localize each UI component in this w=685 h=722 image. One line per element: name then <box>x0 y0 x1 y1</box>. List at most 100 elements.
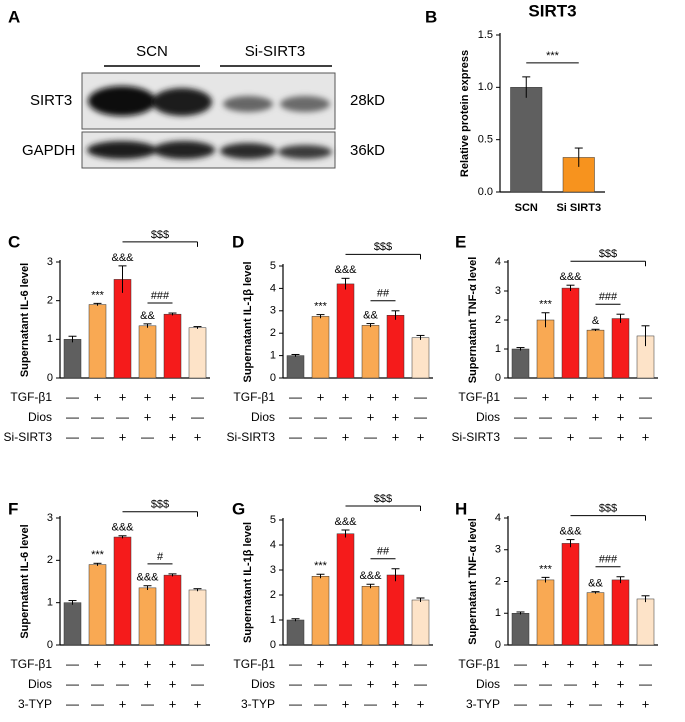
panel-label: C <box>8 232 20 251</box>
y-tick-label: 1.0 <box>478 81 493 93</box>
treatment-sign: + <box>567 656 575 671</box>
treatment-sign: + <box>119 656 127 671</box>
treatment-sign: + <box>392 676 400 691</box>
bar <box>336 283 355 379</box>
panel-label: H <box>455 499 467 518</box>
y-tick-label: 0 <box>495 639 501 651</box>
treatment-sign: — <box>414 656 427 671</box>
panel-label: F <box>8 499 18 518</box>
y-tick-label: 0 <box>47 372 53 384</box>
treatment-label: Si-SIRT3 <box>4 430 53 444</box>
y-tick-label: 3 <box>47 512 53 524</box>
treatment-sign: + <box>617 676 625 691</box>
treatment-sign: — <box>91 676 104 691</box>
treatment-sign: — <box>639 409 652 424</box>
y-tick-label: 1 <box>495 607 501 619</box>
treatment-sign: — <box>289 676 302 691</box>
treatment-sign: + <box>317 656 325 671</box>
y-axis-label: Supernatant TNF-α level <box>467 518 479 645</box>
y-tick-label: 2 <box>47 295 53 307</box>
y-tick-label: 0.5 <box>478 134 493 146</box>
treatment-sign: + <box>194 696 202 711</box>
significance-label: &&& <box>111 252 134 264</box>
y-tick-label: 5 <box>270 514 276 526</box>
bar <box>411 337 430 379</box>
significance-label: ### <box>151 290 170 302</box>
treatment-sign: + <box>617 409 625 424</box>
treatment-sign: + <box>342 389 350 404</box>
bar <box>188 327 207 379</box>
treatment-sign: + <box>567 429 575 444</box>
treatment-sign: — <box>514 676 527 691</box>
significance-label: *** <box>539 299 553 311</box>
treatment-label: Dios <box>251 677 275 691</box>
significance-label: &&& <box>559 525 582 537</box>
treatment-sign: + <box>119 429 127 444</box>
bar <box>311 316 330 379</box>
y-tick-label: 3 <box>495 285 501 297</box>
bar <box>411 599 430 646</box>
y-tick-label: 0 <box>270 372 276 384</box>
treatment-sign: + <box>642 429 650 444</box>
treatment-sign: + <box>94 656 102 671</box>
significance-label: ### <box>599 291 618 303</box>
treatment-sign: + <box>617 696 625 711</box>
bar <box>511 348 530 379</box>
treatment-sign: — <box>141 429 154 444</box>
western-blot: A SCN Si-SIRT3 SIRT3 28kD GAPDH 36kD <box>8 7 385 169</box>
panel-label: E <box>455 232 466 251</box>
bar <box>636 598 655 646</box>
significance-label: $$$ <box>151 499 169 511</box>
treatment-label: Dios <box>251 410 275 424</box>
y-axis-label: Supernatant TNF-α level <box>467 257 479 384</box>
treatment-sign: — <box>364 696 377 711</box>
bar <box>561 543 580 646</box>
bar <box>586 329 605 379</box>
panel-label: B <box>425 7 437 26</box>
significance-label: &&& <box>334 516 357 528</box>
treatment-sign: — <box>339 676 352 691</box>
significance-label: *** <box>539 563 553 575</box>
treatment-sign: — <box>91 429 104 444</box>
treatment-sign: + <box>542 389 550 404</box>
treatment-sign: — <box>314 429 327 444</box>
treatment-sign: + <box>342 429 350 444</box>
treatment-sign: — <box>141 696 154 711</box>
treatment-label: Dios <box>28 677 52 691</box>
y-tick-label: 4 <box>270 539 276 551</box>
treatment-sign: — <box>564 409 577 424</box>
y-tick-label: 2 <box>495 314 501 326</box>
bar <box>113 279 132 379</box>
significance-label: &&& <box>111 522 134 534</box>
treatment-sign: + <box>169 676 177 691</box>
panel-label: A <box>8 7 20 26</box>
significance-label: $$$ <box>599 502 617 514</box>
y-axis-label: Supernatant IL-1β level <box>242 522 254 643</box>
treatment-sign: — <box>289 409 302 424</box>
treatment-sign: + <box>144 389 152 404</box>
treatment-sign: + <box>144 676 152 691</box>
treatment-label: TGF-β1 <box>233 657 275 671</box>
treatment-sign: + <box>169 389 177 404</box>
y-tick-label: 4 <box>270 282 276 294</box>
significance-label: *** <box>314 560 328 572</box>
y-tick-label: 1 <box>495 343 501 355</box>
y-tick-label: 5 <box>270 260 276 272</box>
treatment-sign: + <box>317 389 325 404</box>
bands <box>87 86 332 159</box>
treatment-label: Si-SIRT3 <box>452 430 501 444</box>
treatment-label: TGF-β1 <box>458 390 500 404</box>
treatment-sign: — <box>116 409 129 424</box>
treatment-sign: — <box>66 696 79 711</box>
y-tick-label: 3 <box>270 564 276 576</box>
treatment-sign: — <box>539 676 552 691</box>
bar <box>286 619 305 646</box>
size-label: 28kD <box>350 92 385 109</box>
treatment-sign: + <box>567 389 575 404</box>
treatment-sign: — <box>514 656 527 671</box>
significance-label: &&& <box>136 572 159 584</box>
treatment-sign: + <box>592 676 600 691</box>
bar <box>386 315 405 379</box>
significance-label: $$$ <box>151 229 169 241</box>
